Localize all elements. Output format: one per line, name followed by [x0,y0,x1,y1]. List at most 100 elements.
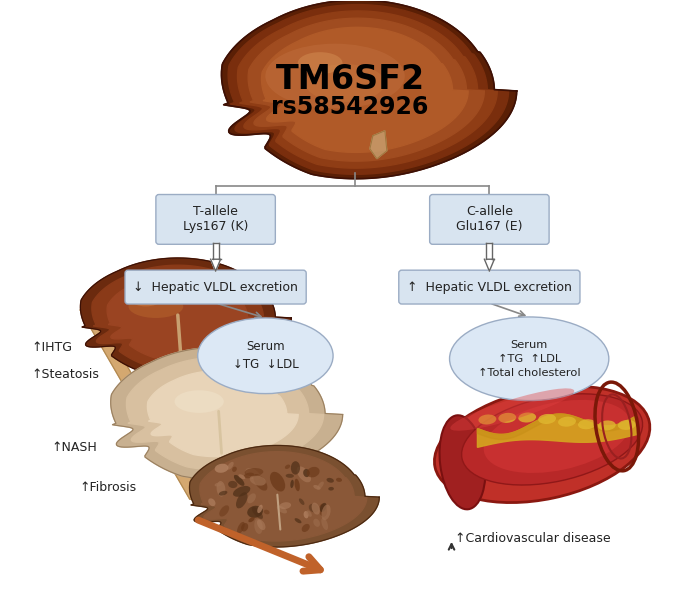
Ellipse shape [236,492,248,508]
FancyBboxPatch shape [399,270,580,304]
Ellipse shape [321,505,330,520]
Text: ↓  Hepatic VLDL excretion: ↓ Hepatic VLDL excretion [133,281,298,294]
Polygon shape [477,414,637,439]
Ellipse shape [286,474,294,478]
Polygon shape [111,347,342,479]
Ellipse shape [435,386,650,503]
Text: ↑Cardiovascular disease: ↑Cardiovascular disease [454,532,610,545]
Ellipse shape [265,44,405,108]
Ellipse shape [303,469,310,477]
Ellipse shape [291,461,300,474]
Ellipse shape [314,485,321,490]
Polygon shape [248,18,484,161]
Ellipse shape [299,498,304,505]
Polygon shape [80,308,204,501]
Ellipse shape [257,505,262,513]
Ellipse shape [237,522,245,533]
Ellipse shape [270,472,285,492]
Polygon shape [190,445,379,547]
Ellipse shape [197,318,333,394]
Ellipse shape [244,468,263,476]
Ellipse shape [328,487,334,490]
Ellipse shape [215,482,222,487]
Ellipse shape [450,388,574,431]
Ellipse shape [578,419,596,429]
Ellipse shape [253,474,267,491]
Ellipse shape [598,421,616,431]
Ellipse shape [538,414,556,424]
Ellipse shape [215,464,228,473]
Ellipse shape [244,472,254,478]
Text: TM6SF2: TM6SF2 [275,63,425,95]
Ellipse shape [298,52,342,74]
Ellipse shape [314,519,320,527]
Ellipse shape [304,511,309,518]
Ellipse shape [208,498,216,506]
Ellipse shape [319,504,327,517]
Ellipse shape [449,317,609,400]
Ellipse shape [228,481,237,488]
Ellipse shape [307,511,312,517]
Ellipse shape [257,519,265,530]
Polygon shape [370,131,387,159]
Polygon shape [80,258,291,376]
Ellipse shape [216,481,225,496]
Text: ↑Steatosis: ↑Steatosis [32,368,99,381]
Ellipse shape [276,506,287,514]
Ellipse shape [309,504,318,513]
Ellipse shape [233,486,251,496]
Text: T-allele
Lys167 (K): T-allele Lys167 (K) [183,205,248,233]
Text: ↑NASH: ↑NASH [51,441,97,454]
Text: ↑Fibrosis: ↑Fibrosis [79,480,136,493]
Ellipse shape [227,462,234,470]
Ellipse shape [247,506,263,518]
Ellipse shape [239,474,245,479]
Polygon shape [107,275,259,360]
Ellipse shape [295,479,300,491]
Ellipse shape [618,420,636,430]
FancyBboxPatch shape [125,270,306,304]
Ellipse shape [218,491,228,496]
Polygon shape [199,452,367,541]
Ellipse shape [478,415,496,424]
Ellipse shape [295,518,302,523]
Polygon shape [127,357,323,469]
Ellipse shape [234,475,244,486]
Ellipse shape [312,503,320,514]
Ellipse shape [440,415,486,509]
Text: ↑  Hepatic VLDL excretion: ↑ Hepatic VLDL excretion [407,281,572,294]
Ellipse shape [336,478,342,482]
Ellipse shape [518,413,536,423]
Ellipse shape [558,416,576,427]
Polygon shape [228,4,509,174]
Ellipse shape [252,507,263,519]
Polygon shape [148,371,298,456]
Ellipse shape [132,295,160,306]
Polygon shape [486,243,492,259]
Ellipse shape [320,503,327,512]
Polygon shape [213,243,218,259]
Ellipse shape [129,295,183,318]
Ellipse shape [484,400,631,473]
Ellipse shape [290,480,294,488]
Ellipse shape [279,502,291,509]
Ellipse shape [232,467,237,472]
FancyBboxPatch shape [156,195,275,245]
Ellipse shape [219,505,229,517]
Ellipse shape [241,523,248,532]
Ellipse shape [297,466,311,482]
Polygon shape [211,259,220,271]
Ellipse shape [250,476,266,485]
Text: C-allele
Glu167 (E): C-allele Glu167 (E) [456,205,523,233]
FancyBboxPatch shape [430,195,549,245]
Ellipse shape [264,509,270,514]
Ellipse shape [326,478,334,483]
Text: Serum
↓TG  ↓LDL: Serum ↓TG ↓LDL [232,340,298,371]
Text: ↑IHTG: ↑IHTG [32,341,72,354]
Polygon shape [262,27,468,152]
Ellipse shape [254,519,262,534]
Ellipse shape [498,413,516,423]
Text: Serum
↑TG  ↑LDL
↑Total cholesterol: Serum ↑TG ↑LDL ↑Total cholesterol [478,340,580,378]
Ellipse shape [247,493,256,503]
Ellipse shape [307,467,320,477]
